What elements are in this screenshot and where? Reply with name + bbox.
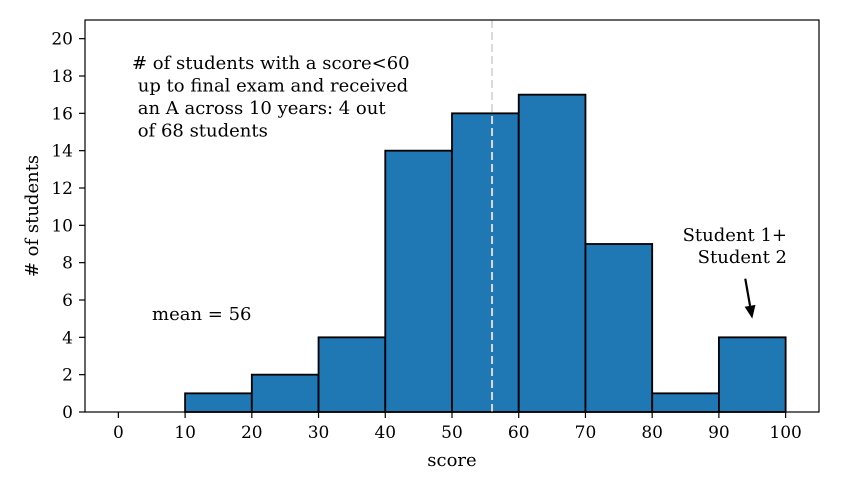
x-tick-label: 60 [508, 423, 530, 443]
x-axis-label: score [427, 450, 476, 471]
x-tick-label: 0 [113, 423, 124, 443]
y-tick-label: 2 [62, 366, 73, 386]
y-axis-ticks: 0 2 4 6 8 10 12 14 16 18 20 [51, 30, 85, 423]
y-tick-label: 8 [62, 254, 73, 274]
y-tick-label: 4 [62, 328, 73, 348]
y-tick-label: 18 [51, 67, 73, 87]
histogram-bar [317, 336, 387, 413]
x-tick-label: 80 [641, 423, 663, 443]
arrow-shaft [744, 278, 752, 307]
histogram-bar [584, 243, 654, 413]
arrow-label: Student 1+ Student 2 [683, 225, 787, 268]
y-tick-label: 10 [51, 216, 73, 236]
histogram-bar [517, 93, 587, 413]
y-tick-label: 0 [62, 403, 73, 423]
annotation-line: of 68 students [132, 121, 268, 142]
annotation-line: up to final exam and received [132, 76, 408, 97]
y-tick-label: 14 [51, 142, 73, 162]
x-tick-label: 90 [708, 423, 730, 443]
y-axis-label: # of students [22, 155, 43, 277]
y-tick-label: 20 [51, 30, 73, 50]
mean-label: mean = 56 [152, 304, 251, 325]
x-tick-label: 100 [769, 423, 801, 443]
x-tick-label: 20 [241, 423, 263, 443]
y-tick-label: 16 [51, 104, 73, 124]
x-tick-label: 40 [374, 423, 396, 443]
x-tick-label: 30 [308, 423, 330, 443]
arrow-head [744, 304, 756, 319]
x-tick-label: 70 [575, 423, 597, 443]
x-tick-label: 50 [441, 423, 463, 443]
histogram-bar [384, 149, 453, 413]
annotation-line: # of students with a score<60 [132, 53, 410, 74]
histogram-bar [718, 336, 787, 413]
histogram-bar [184, 392, 253, 413]
histogram-bar [250, 373, 320, 413]
annotation-line: an A across 10 years: 4 out [132, 98, 386, 119]
x-axis-ticks: 0 10 20 30 40 50 60 70 80 90 100 [113, 412, 802, 443]
histogram-bars [184, 93, 787, 413]
y-tick-label: 6 [62, 291, 73, 311]
y-tick-label: 12 [51, 179, 73, 199]
arrow-label-line: Student 2 [698, 247, 787, 268]
histogram-bar [651, 392, 720, 413]
annotation-text-block: # of students with a score<60 up to fina… [132, 53, 410, 142]
histogram-bar [451, 112, 520, 413]
x-tick-label: 10 [174, 423, 196, 443]
arrow-label-line: Student 1+ [683, 225, 787, 246]
